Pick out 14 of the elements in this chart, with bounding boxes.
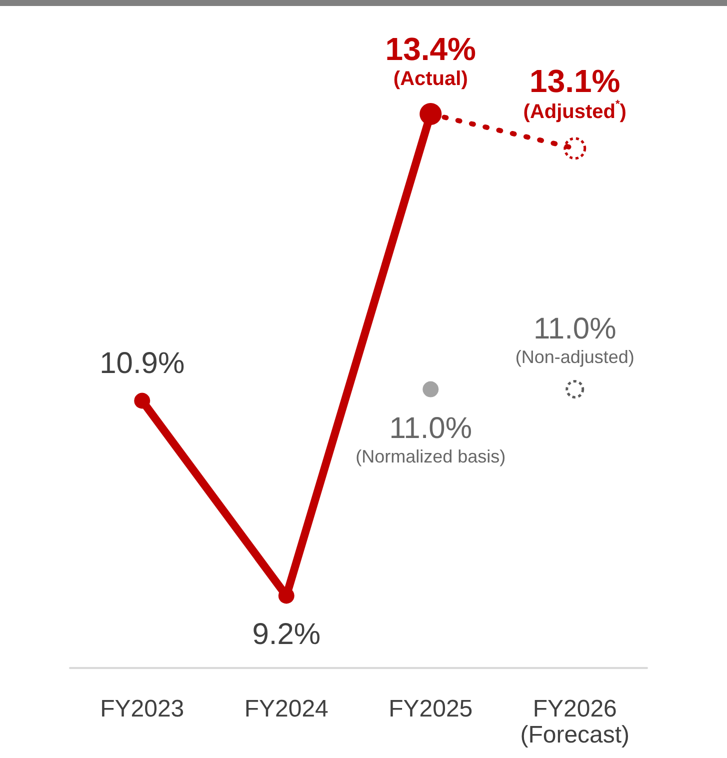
data-label: 9.2%: [252, 618, 321, 652]
x-tick-label: FY2026 (Forecast): [520, 696, 630, 748]
data-label: 10.9%: [100, 347, 185, 380]
point: [422, 381, 439, 398]
data-label: 13.4% (Actual): [385, 31, 476, 90]
data-label: 11.0% (Normalized basis): [356, 412, 506, 466]
data-label: 11.0% (Non-adjusted): [515, 312, 634, 368]
x-tick-label: FY2023: [100, 696, 184, 722]
data-label: 13.1% (Adjusted*): [523, 63, 626, 124]
x-tick-label: FY2024: [244, 696, 328, 722]
x-tick-label: FY2025: [388, 696, 473, 722]
point: [564, 137, 586, 160]
point: [566, 380, 584, 399]
point: [134, 392, 150, 409]
